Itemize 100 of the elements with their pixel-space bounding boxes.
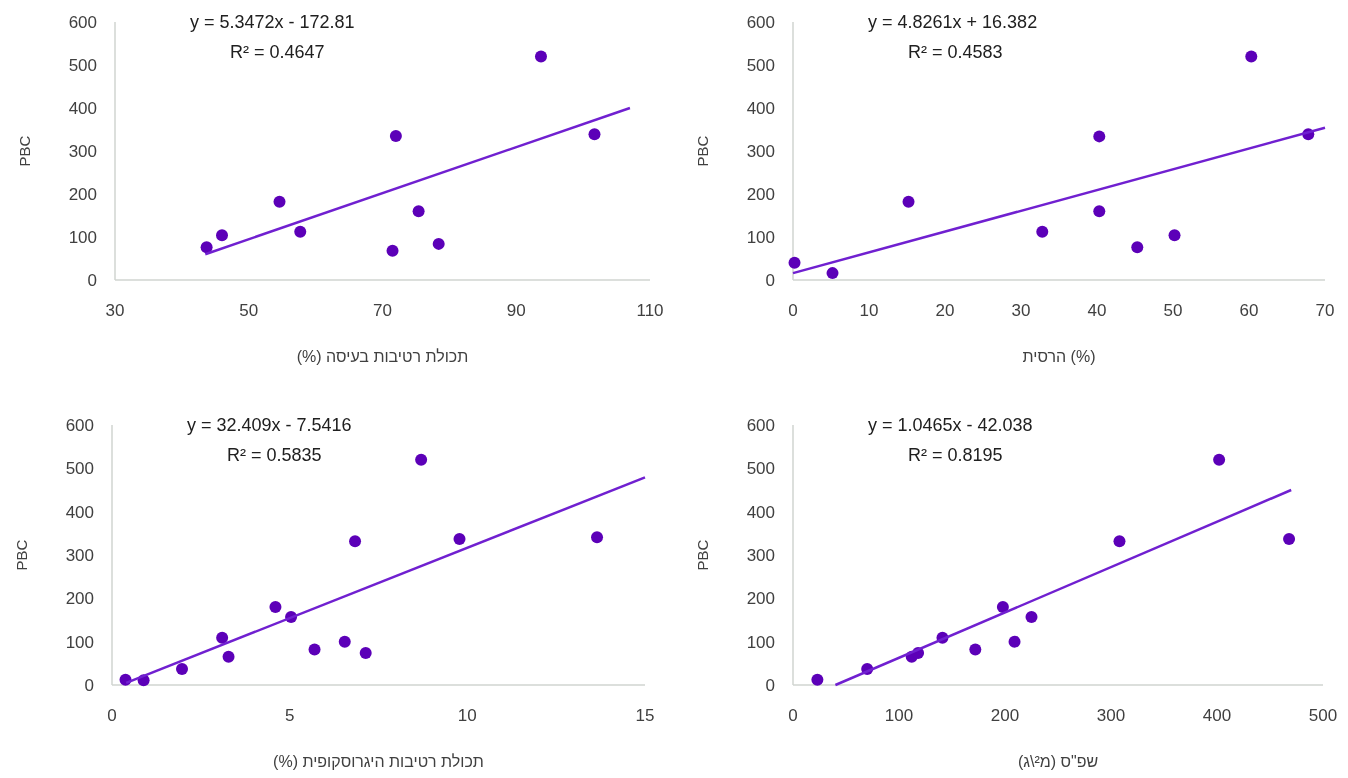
point — [453, 532, 466, 545]
point — [811, 673, 824, 686]
point — [1113, 535, 1126, 548]
point — [349, 535, 362, 548]
point — [308, 643, 321, 656]
point — [826, 267, 839, 280]
x-tick-label: 70 — [1315, 301, 1335, 320]
point — [1025, 610, 1038, 623]
y-tick-label: 600 — [65, 416, 94, 435]
y-tick-label: 600 — [746, 13, 775, 32]
point — [788, 256, 801, 269]
point — [1008, 635, 1021, 648]
point — [534, 50, 547, 63]
y-axis-title: PBC — [694, 539, 711, 571]
point — [588, 128, 601, 141]
y-tick-label: 100 — [746, 228, 775, 247]
y-tick-label: 0 — [765, 676, 775, 695]
x-tick-label: 0 — [107, 706, 117, 725]
point — [1283, 532, 1296, 545]
point — [432, 237, 445, 250]
point — [389, 129, 402, 142]
point — [200, 241, 213, 254]
y-tick-label: 600 — [746, 416, 775, 435]
point — [338, 635, 351, 648]
point — [1093, 205, 1106, 218]
y-tick-label: 400 — [68, 99, 97, 118]
point — [902, 195, 915, 208]
x-tick-label: 0 — [788, 301, 798, 320]
y-tick-label: 100 — [65, 632, 94, 652]
x-tick-label: 15 — [635, 706, 655, 725]
x-tick-label: 10 — [859, 301, 879, 320]
point — [269, 601, 282, 613]
annotation: R² = 0.8195 — [908, 445, 1003, 465]
y-tick-label: 0 — [765, 271, 775, 290]
y-tick-label: 400 — [65, 502, 94, 522]
point — [386, 244, 399, 257]
point — [591, 531, 604, 544]
annotation: y = 4.8261x + 16.382 — [868, 12, 1038, 32]
y-axis-title: PBC — [694, 135, 711, 167]
y-tick-label: 0 — [87, 271, 97, 290]
y-tick-label: 200 — [68, 185, 97, 204]
point — [1168, 229, 1181, 242]
x-tick-label: 60 — [1239, 301, 1259, 320]
x-axis-title: שפ"ס (מ²\ג) — [1017, 753, 1099, 770]
point — [1131, 241, 1144, 254]
y-tick-label: 100 — [68, 228, 97, 247]
x-tick-label: 0 — [788, 706, 798, 725]
x-tick-label: 400 — [1202, 706, 1232, 725]
annotation: y = 32.409x - 7.5416 — [187, 415, 352, 435]
point — [216, 229, 228, 242]
y-tick-label: 200 — [746, 185, 775, 204]
annotation: R² = 0.4647 — [230, 42, 325, 62]
point — [273, 195, 286, 208]
x-tick-label: 110 — [636, 301, 664, 320]
x-tick-label: 300 — [1096, 706, 1126, 725]
x-tick-label: 50 — [1163, 301, 1183, 320]
y-tick-label: 0 — [84, 676, 94, 695]
x-axis-title: (%) הרסית — [1022, 348, 1096, 365]
y-tick-label: 300 — [746, 546, 775, 565]
y-tick-label: 600 — [68, 13, 97, 32]
y-tick-label: 400 — [746, 99, 775, 118]
point — [1213, 453, 1226, 466]
y-tick-label: 500 — [65, 459, 94, 479]
x-tick-label: 500 — [1308, 706, 1338, 725]
y-tick-label: 200 — [65, 589, 94, 609]
point — [996, 601, 1009, 613]
x-tick-label: 5 — [284, 706, 295, 725]
annotation: y = 1.0465x - 42.038 — [868, 415, 1033, 435]
annotation: y = 5.3472x - 172.81 — [190, 12, 355, 32]
point — [1036, 225, 1049, 238]
annotation: R² = 0.5835 — [227, 445, 322, 465]
y-tick-label: 300 — [746, 142, 775, 161]
x-tick-label: 100 — [884, 706, 914, 725]
x-axis-title: תכולת רטיבות בעיסה (%) — [296, 348, 469, 365]
y-tick-label: 400 — [746, 502, 775, 522]
point — [412, 205, 425, 218]
point — [176, 662, 188, 675]
y-tick-label: 300 — [65, 546, 94, 565]
x-tick-label: 30 — [1011, 301, 1031, 320]
x-tick-label: 40 — [1087, 301, 1107, 320]
point — [969, 643, 982, 656]
x-tick-label: 50 — [239, 301, 259, 320]
x-tick-label: 10 — [457, 706, 477, 725]
point — [415, 453, 428, 466]
y-axis-title: PBC — [16, 135, 33, 167]
y-tick-label: 500 — [68, 56, 97, 75]
point — [359, 646, 372, 659]
y-tick-label: 200 — [746, 589, 775, 609]
y-tick-label: 100 — [746, 632, 775, 652]
y-axis-title: PBC — [13, 539, 30, 571]
point — [294, 225, 307, 238]
x-tick-label: 30 — [105, 301, 125, 320]
point — [216, 631, 229, 644]
x-tick-label: 90 — [506, 301, 526, 320]
y-tick-label: 300 — [68, 142, 97, 161]
y-tick-label: 500 — [746, 56, 775, 75]
x-tick-label: 70 — [373, 301, 392, 320]
point — [1245, 50, 1258, 63]
annotation: R² = 0.4583 — [908, 42, 1003, 62]
x-axis-title: תכולת רטיבות היגרוסקופית (%) — [273, 753, 484, 770]
